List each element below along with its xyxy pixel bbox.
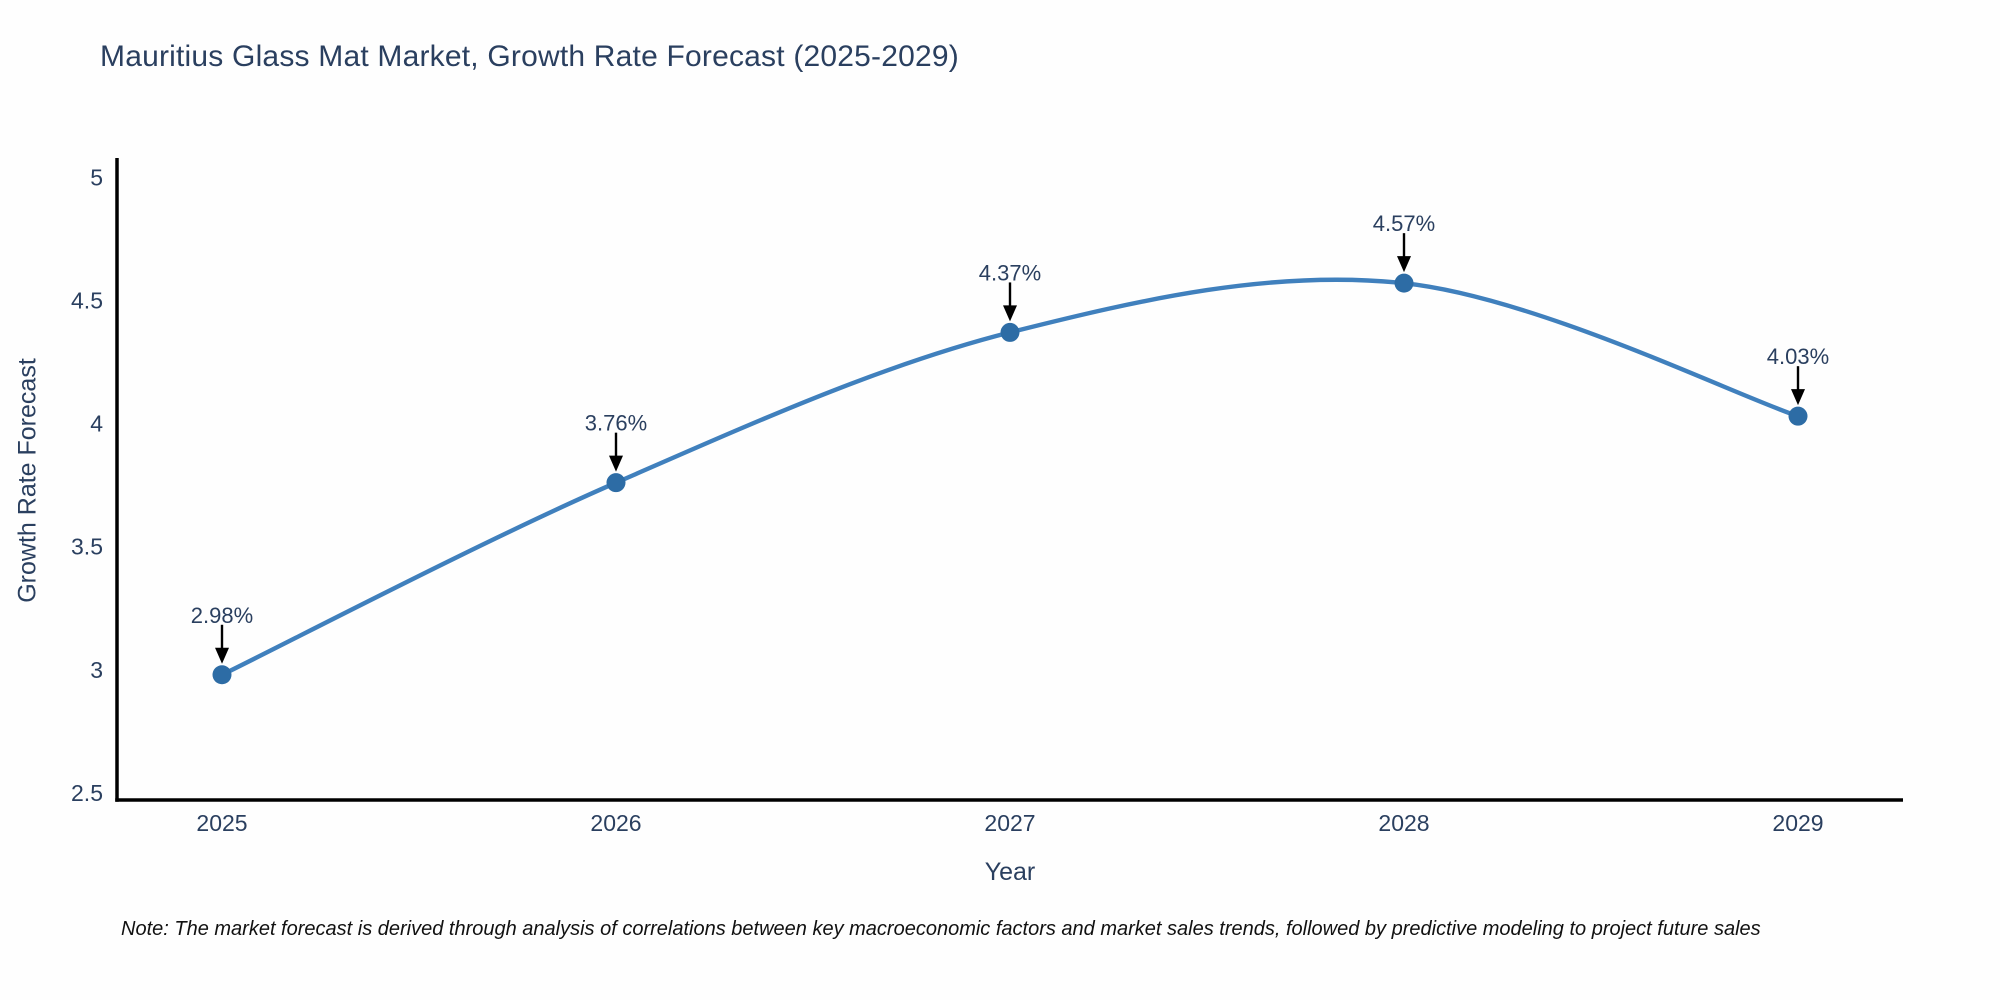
data-point[interactable] [1000, 322, 1020, 342]
data-label: 4.37% [979, 260, 1041, 285]
data-point[interactable] [212, 665, 232, 685]
y-tick-label: 5 [90, 164, 103, 190]
annotation-arrow-head [1791, 389, 1805, 406]
footnote: Note: The market forecast is derived thr… [121, 918, 1761, 940]
x-tick-label: 2027 [984, 810, 1035, 836]
data-label: 4.03% [1767, 344, 1829, 369]
x-tick-label: 2029 [1772, 810, 1823, 836]
data-label: 2.98% [191, 603, 253, 628]
annotation-arrow-head [1397, 256, 1411, 273]
data-point[interactable] [606, 473, 626, 493]
annotation-arrow-head [1003, 305, 1017, 322]
y-tick-label: 2.5 [71, 780, 103, 806]
x-axis-title: Year [984, 858, 1036, 886]
x-tick-label: 2026 [590, 810, 641, 836]
y-tick-label: 3.5 [71, 534, 103, 560]
data-point[interactable] [1788, 406, 1808, 426]
data-label: 3.76% [585, 411, 647, 436]
annotation-arrow-head [215, 647, 229, 664]
y-axis-title: Growth Rate Forecast [13, 358, 42, 603]
y-tick-label: 4.5 [71, 287, 103, 313]
data-point[interactable] [1394, 273, 1414, 293]
data-label: 4.57% [1373, 211, 1435, 236]
chart-title: Mauritius Glass Mat Market, Growth Rate … [100, 40, 959, 73]
y-tick-label: 4 [90, 411, 103, 437]
annotation-arrow-head [609, 455, 623, 472]
x-tick-label: 2025 [196, 810, 247, 836]
x-tick-label: 2028 [1378, 810, 1429, 836]
y-tick-label: 3 [90, 657, 103, 683]
